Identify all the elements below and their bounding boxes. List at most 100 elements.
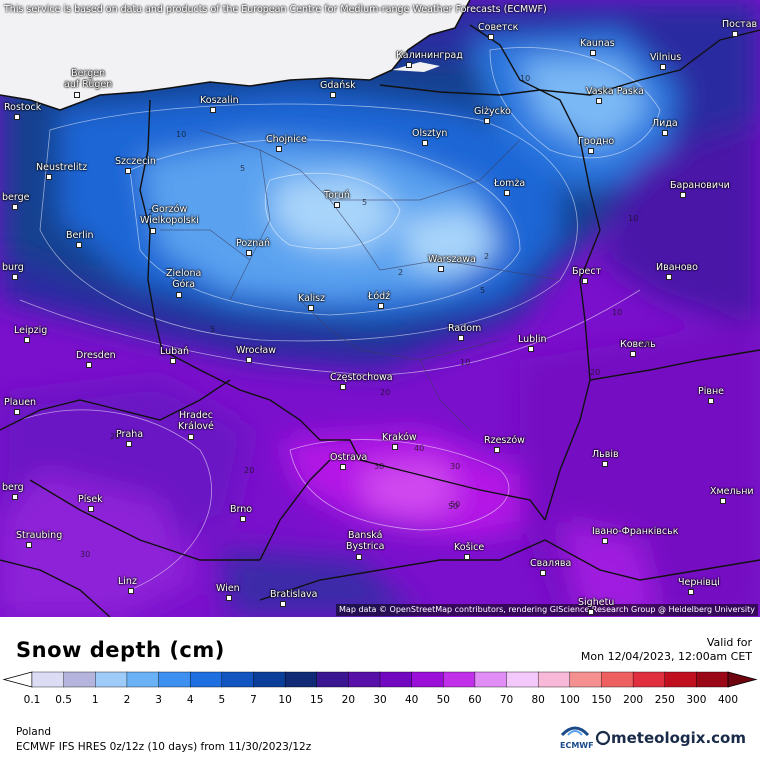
ecmwf-banner: This service is based on data and produc… (4, 4, 547, 15)
city-label: Bratislava (270, 589, 318, 600)
city-label: Хмельни (710, 486, 754, 497)
city-label: Vilnius (650, 52, 682, 63)
legend-swatch (443, 671, 476, 688)
legend-tick-label: 0.5 (55, 694, 72, 706)
meteologix-logo[interactable]: meteologix.com (596, 729, 746, 747)
meteologix-icon (596, 730, 610, 746)
contour-20 (19, 289, 641, 376)
legend-swatch (348, 671, 381, 688)
border-pl-cz (161, 349, 361, 461)
legend-tick-label: 300 (686, 694, 706, 706)
city-label: Постав (722, 19, 758, 30)
legend-swatch (284, 671, 318, 688)
field-tatra-pink (360, 460, 460, 520)
border-lt-by (539, 29, 760, 96)
legend-tick-label: 60 (468, 694, 481, 706)
border-ua-ro (544, 539, 760, 581)
legend-tick-label: 30 (373, 694, 386, 706)
contour-label: 10 (176, 130, 187, 139)
city-label: Rostock (4, 102, 42, 113)
city-marker (494, 447, 500, 453)
city-marker (276, 146, 282, 152)
city-label: Giżycko (474, 106, 511, 117)
city-label: Warszawa (428, 254, 476, 265)
field-lightest-2 (400, 210, 500, 275)
legend-swatch (569, 671, 603, 688)
city-label: Chojnice (266, 134, 307, 145)
city-marker (680, 192, 686, 198)
field-light-ne (520, 60, 650, 150)
city-marker (590, 50, 596, 56)
city-label: Częstochowa (330, 372, 393, 383)
contour-label: 50 (450, 500, 461, 509)
city-label: Straubing (16, 530, 63, 541)
legend-swatch (601, 671, 634, 688)
city-label: Гродно (578, 136, 615, 147)
city-label: Banská Bystrica (346, 530, 385, 552)
city-label: Kaunas (580, 38, 615, 49)
city-marker (464, 554, 470, 560)
border-de-at (0, 559, 111, 617)
city-label: Łódź (368, 291, 391, 302)
city-marker (246, 250, 252, 256)
legend-swatch (253, 671, 286, 688)
contour-label: 20 (590, 368, 601, 377)
city-label: Košice (454, 542, 485, 553)
legend-tick-label: 3 (155, 694, 162, 706)
valid-for-label: Valid for (706, 636, 752, 649)
legend-tick-label: 1 (92, 694, 99, 706)
legend-swatch (696, 671, 729, 688)
snow-depth-map[interactable]: This service is based on data and produc… (0, 0, 760, 617)
city-marker (176, 292, 182, 298)
legend-swatch (537, 671, 571, 688)
contour-label: 20 (244, 466, 255, 475)
legend-tick-label: 50 (437, 694, 450, 706)
legend-swatch (411, 671, 444, 688)
city-marker (488, 34, 494, 40)
city-marker (334, 202, 340, 208)
map-attribution[interactable]: Map data © OpenStreetMap contributors, r… (336, 604, 758, 616)
legend-tick-label: 7 (250, 694, 257, 706)
city-marker (12, 204, 18, 210)
city-label: Plauen (4, 397, 37, 408)
city-marker (732, 31, 738, 37)
contour-label: 5 (480, 286, 486, 295)
city-marker (406, 62, 412, 68)
border-sk-hu (259, 539, 546, 601)
legend-swatch (379, 671, 413, 688)
map-canvas (0, 0, 760, 617)
city-marker (330, 92, 336, 98)
city-marker (12, 494, 18, 500)
city-label: Калининград (396, 50, 463, 61)
contour-label: 10 (520, 74, 531, 83)
city-label: Советск (478, 22, 519, 33)
city-marker (484, 118, 490, 124)
city-label: Sighetu (578, 597, 615, 608)
legend-swatch (63, 671, 96, 688)
contour-label: 20 (380, 388, 391, 397)
contour-label: 5 (240, 164, 246, 173)
city-label: Leipzig (14, 325, 48, 336)
city-label: Лида (652, 118, 678, 129)
field-gradient (0, 0, 760, 617)
city-marker (392, 444, 398, 450)
city-marker (630, 351, 636, 357)
region-label: Poland (16, 726, 52, 738)
city-label: Wrocław (236, 345, 276, 356)
city-label: Wien (216, 583, 240, 594)
city-label: Berlin (66, 230, 94, 241)
city-marker (128, 588, 134, 594)
city-label: Koszalin (200, 95, 239, 106)
city-marker (662, 130, 668, 136)
legend-tick-label: 0.1 (24, 694, 41, 706)
city-marker (246, 357, 252, 363)
city-marker (210, 107, 216, 113)
ecmwf-logo[interactable]: ECMWF (560, 722, 594, 750)
ecmwf-logo-text: ECMWF (560, 741, 594, 750)
contour-label: 20 (110, 432, 121, 441)
legend-swatch (95, 671, 128, 688)
legend-tick-label: 150 (591, 694, 611, 706)
city-marker (422, 140, 428, 146)
city-label: Poznań (236, 238, 271, 249)
city-label: Чернівці (678, 577, 720, 588)
